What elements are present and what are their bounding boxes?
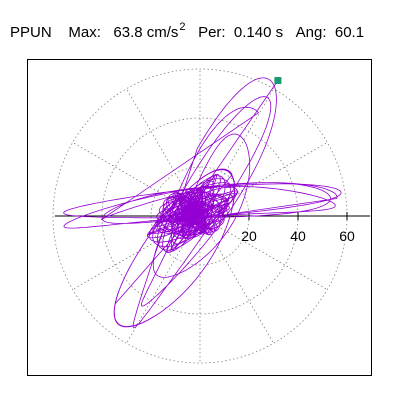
max-value: 63.8 cm/s	[113, 24, 179, 41]
peak-marker	[274, 77, 282, 85]
max-unit-exponent: 2	[179, 21, 186, 33]
tick-labels: 20 40 60	[241, 228, 355, 244]
grid-spoke-300	[199, 215, 274, 344]
grid-spoke-150	[72, 142, 201, 217]
max-label: Max:	[68, 24, 101, 41]
x-tick-label-20: 20	[241, 228, 257, 244]
motion-trace-layer	[63, 77, 342, 329]
x-tick-label-40: 40	[290, 228, 306, 244]
period-value: 0.140 s	[233, 24, 284, 41]
station-code: PPUN	[10, 24, 52, 41]
grid-spoke-330	[199, 215, 328, 290]
period-label: Per:	[198, 24, 226, 41]
particle-motion-trace	[63, 77, 342, 329]
angle-label: Ang:	[295, 24, 327, 41]
grid-spoke-30	[199, 142, 328, 217]
peak-marker-layer	[274, 77, 282, 85]
angle-value: 60.1	[334, 24, 365, 41]
plot-header: PPUN Max: 63.8 cm/s2 Per: 0.140 s Ang: 6…	[10, 17, 364, 43]
x-tick-label-60: 60	[339, 228, 355, 244]
